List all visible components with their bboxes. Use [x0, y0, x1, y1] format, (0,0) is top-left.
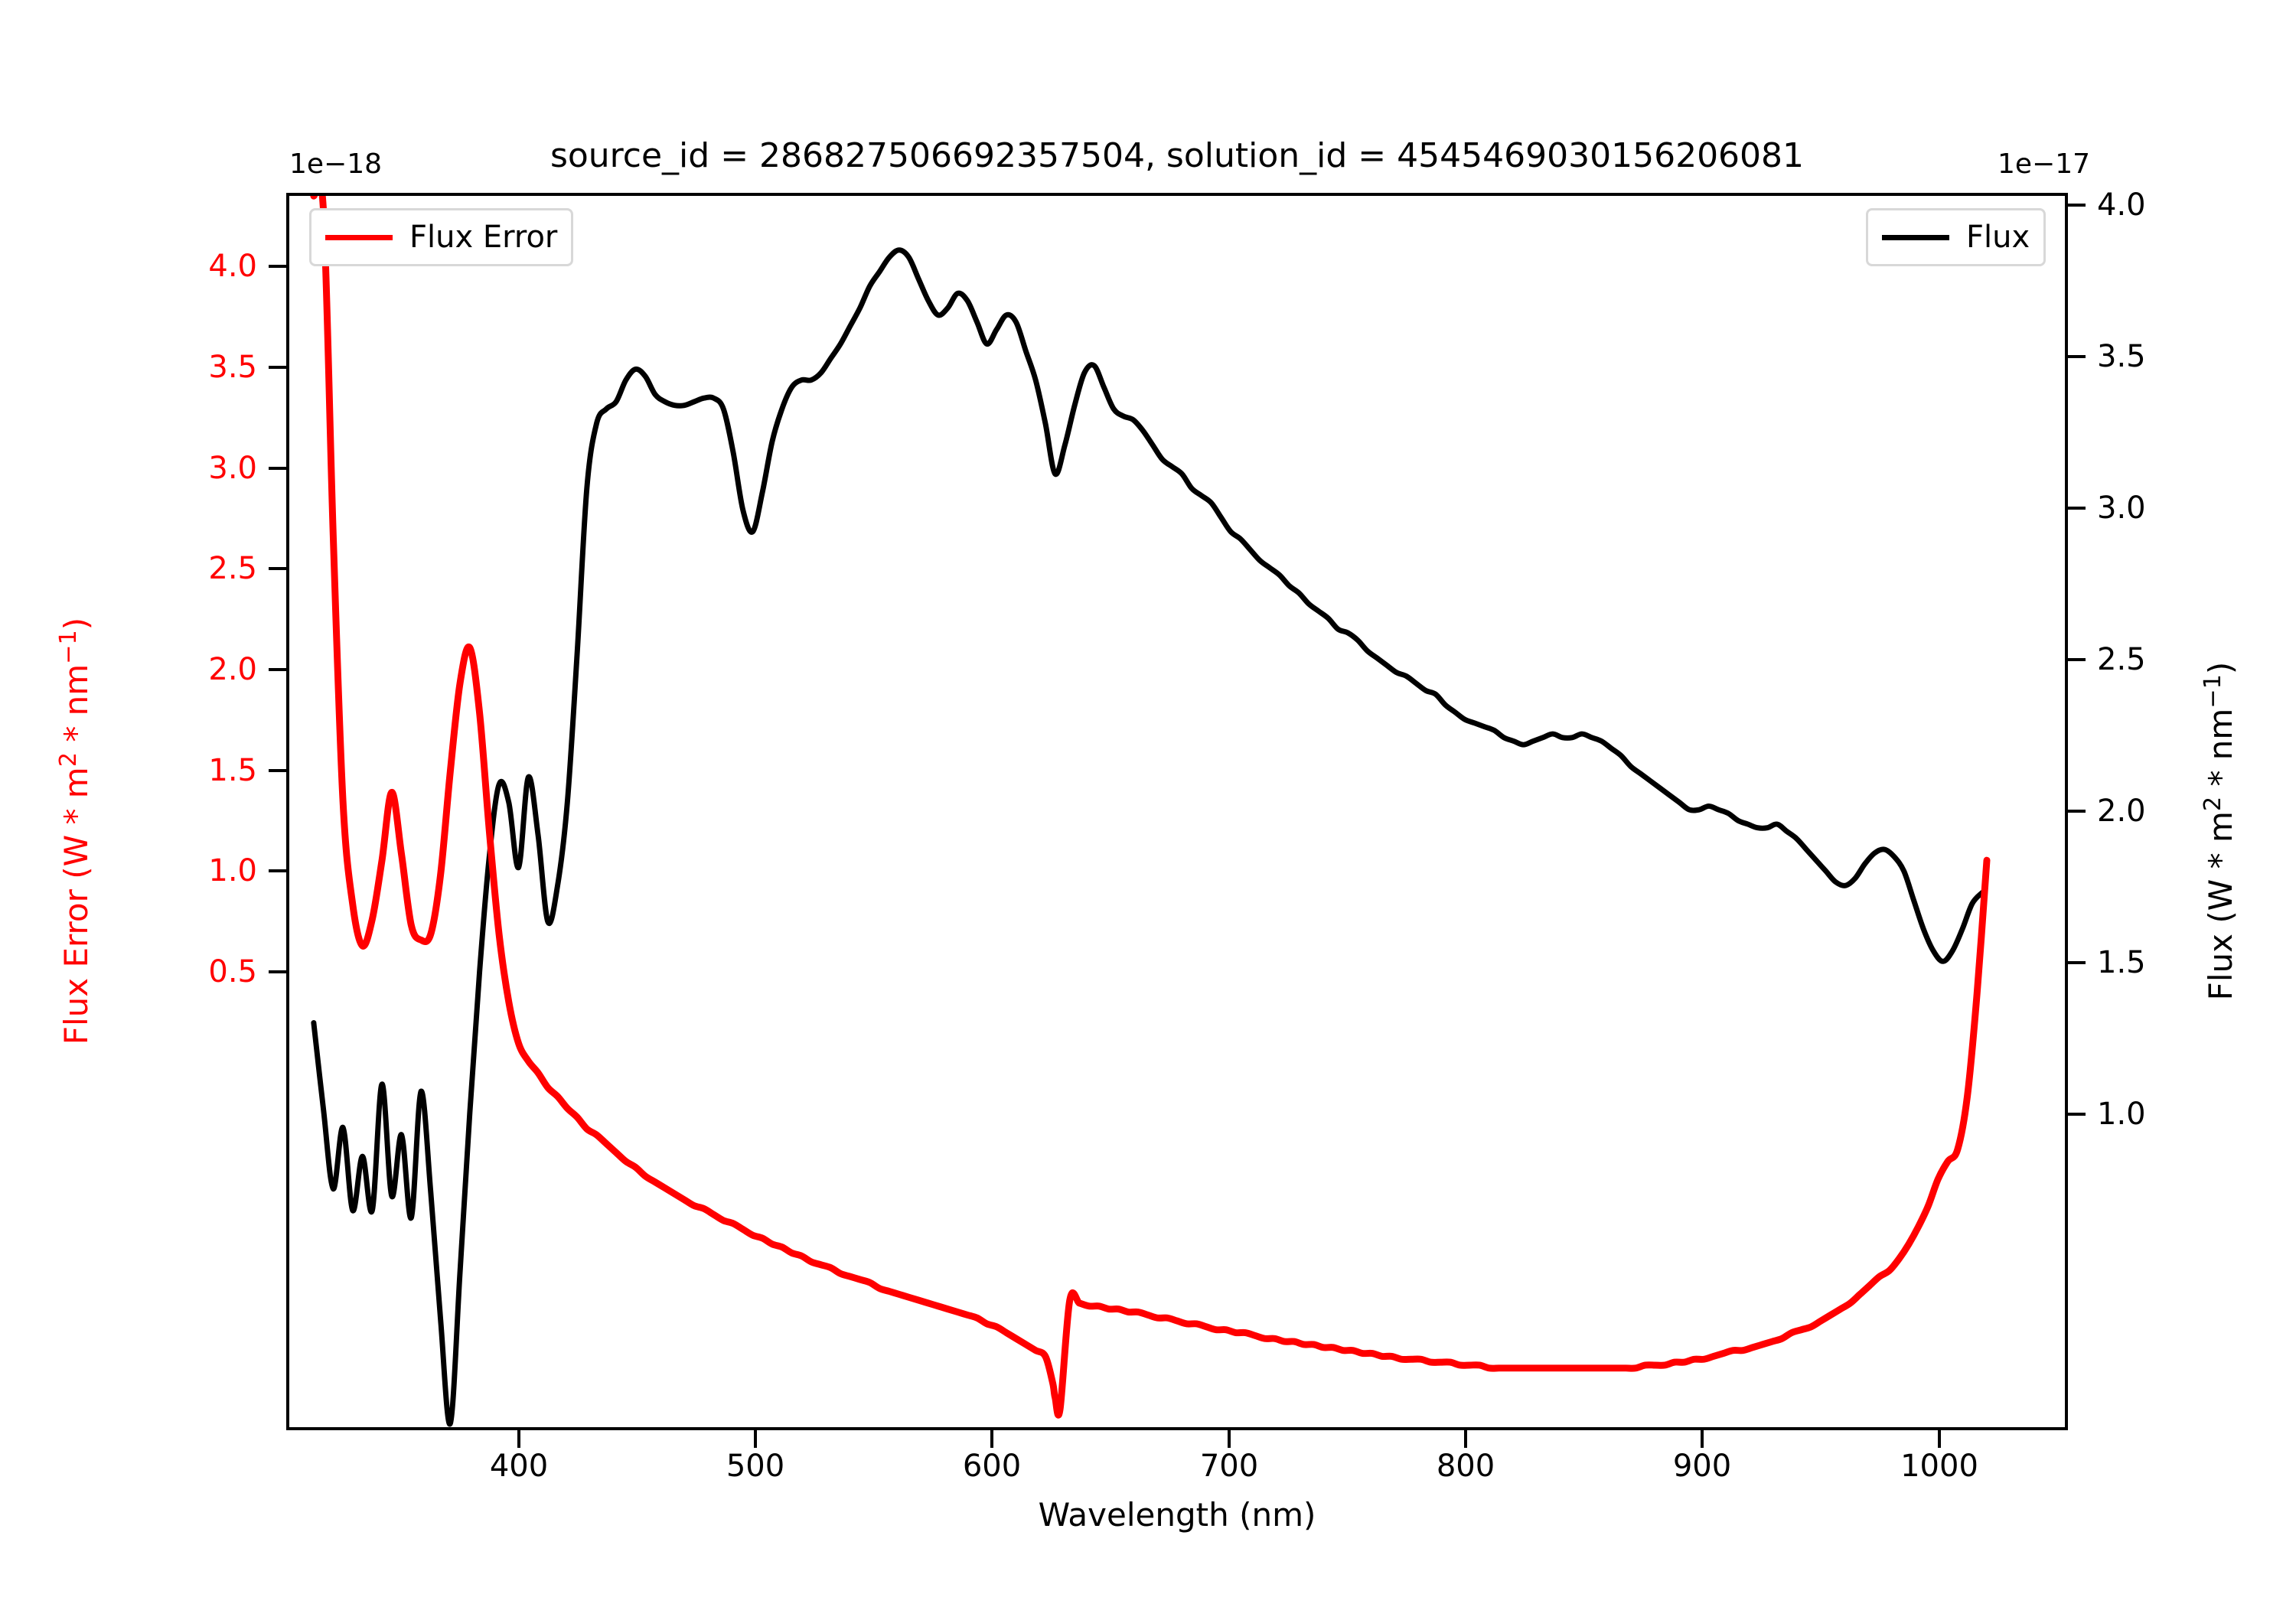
y-left-tickmark [269, 769, 286, 772]
y-right-tickmark [2068, 658, 2086, 661]
y-left-tickmark [269, 366, 286, 369]
x-tickmark [754, 1430, 757, 1448]
y-left-title-text: Flux Error (W * m [57, 767, 95, 1045]
x-ticklabel: 600 [962, 1449, 1022, 1484]
x-ticklabel: 900 [1672, 1449, 1732, 1484]
x-tickmark [990, 1430, 993, 1448]
x-ticklabel: 1000 [1900, 1449, 1978, 1484]
y-left-title-exp: 2 [55, 752, 82, 768]
y-right-tickmark [2068, 355, 2086, 358]
y-right-title-exp: 2 [2200, 796, 2226, 812]
flux-error-line [310, 196, 1991, 1419]
legend-flux[interactable]: Flux [1866, 208, 2047, 266]
y-left-ticklabel: 1.5 [208, 753, 257, 788]
x-tickmark [1701, 1430, 1704, 1448]
y-left-ticklabel: 1.0 [208, 853, 257, 888]
y-right-title-exp2: −1 [2200, 674, 2226, 709]
y-axis-left-title: Flux Error (W * m2 * nm−1) [55, 563, 95, 1099]
y-left-tickmark [269, 869, 286, 872]
legend-flux-error[interactable]: Flux Error [309, 208, 574, 266]
flux-legend-label: Flux [1966, 220, 2030, 255]
y-right-title-suffix: ) [2202, 661, 2239, 675]
y-right-tickmark [2068, 810, 2086, 813]
y-right-tickmark [2068, 1113, 2086, 1116]
y-right-ticklabel: 3.5 [2097, 339, 2146, 374]
y-left-title-mid: * nm [57, 663, 95, 753]
y-right-ticklabel: 1.0 [2097, 1097, 2146, 1132]
y-left-tickmark [269, 668, 286, 671]
y-right-ticklabel: 2.0 [2097, 794, 2146, 829]
left-axis-offset-label: 1e−18 [289, 148, 383, 180]
y-right-tickmark [2068, 507, 2086, 510]
x-axis-title: Wavelength (nm) [1038, 1496, 1316, 1534]
flux-error-legend-swatch [325, 234, 393, 240]
flux-legend-swatch [1882, 234, 1949, 240]
y-left-ticklabel: 3.5 [208, 350, 257, 385]
y-axis-right-title: Flux (W * m2 * nm−1) [2200, 563, 2239, 1099]
y-left-title-exp2: −1 [55, 630, 82, 664]
x-ticklabel: 800 [1436, 1449, 1495, 1484]
y-left-tickmark [269, 467, 286, 470]
x-tickmark [517, 1430, 520, 1448]
flux-error-legend-label: Flux Error [409, 220, 558, 255]
y-right-tickmark [2068, 961, 2086, 964]
y-right-ticklabel: 1.5 [2097, 945, 2146, 980]
y-right-tickmark [2068, 204, 2086, 207]
y-left-ticklabel: 2.0 [208, 652, 257, 687]
y-left-tickmark [269, 265, 286, 268]
y-left-ticklabel: 4.0 [208, 249, 257, 284]
x-tickmark [1228, 1430, 1231, 1448]
chart-title: source_id = 286827506692357504, solution… [550, 136, 1805, 175]
x-ticklabel: 400 [489, 1449, 549, 1484]
flux-line [311, 247, 1985, 1427]
y-right-title-mid: * nm [2202, 708, 2239, 797]
y-left-tickmark [269, 970, 286, 973]
x-ticklabel: 500 [726, 1449, 785, 1484]
y-left-ticklabel: 3.0 [208, 451, 257, 486]
right-axis-offset-label: 1e−17 [1998, 148, 2091, 180]
x-tickmark [1464, 1430, 1467, 1448]
y-right-ticklabel: 2.5 [2097, 642, 2146, 677]
y-left-ticklabel: 0.5 [208, 954, 257, 989]
y-left-title-suffix: ) [57, 617, 95, 631]
y-right-ticklabel: 4.0 [2097, 187, 2146, 223]
x-tickmark [1938, 1430, 1941, 1448]
plot-area [286, 193, 2068, 1430]
y-right-title-text: Flux (W * m [2202, 811, 2239, 1001]
spectrum-curves [310, 196, 1991, 1427]
y-left-tickmark [269, 567, 286, 570]
y-right-ticklabel: 3.0 [2097, 491, 2146, 526]
y-left-ticklabel: 2.5 [208, 551, 257, 586]
x-ticklabel: 700 [1199, 1449, 1259, 1484]
